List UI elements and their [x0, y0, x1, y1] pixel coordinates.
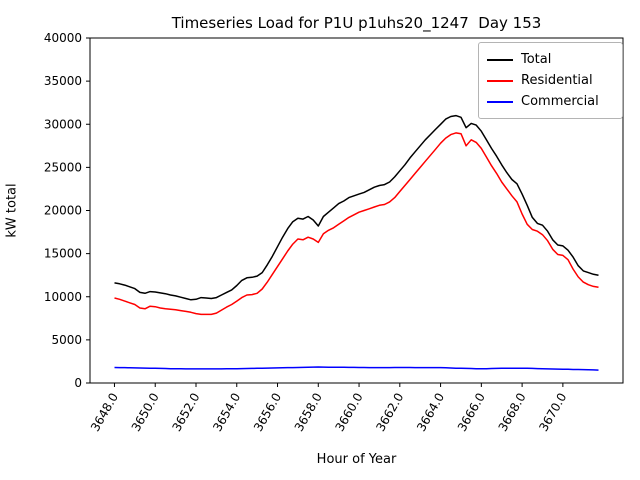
- x-tick-label: 3648.0: [88, 391, 121, 434]
- series-line-total: [114, 114, 599, 301]
- legend: Total Residential Commercial: [478, 42, 623, 119]
- x-tick-label: 3662.0: [373, 391, 406, 434]
- y-axis-label: kW total: [4, 183, 20, 238]
- x-tick-label: 3652.0: [169, 391, 202, 434]
- legend-label-residential: Residential: [521, 73, 593, 88]
- y-tick-label: 40000: [44, 31, 82, 45]
- y-tick-label: 15000: [44, 247, 82, 261]
- x-tick-label: 3670.0: [536, 391, 569, 434]
- x-tick-label: 3656.0: [251, 391, 284, 434]
- legend-item-total: Total: [487, 49, 614, 70]
- chart-title: Timeseries Load for P1U p1uhs20_1247 Day…: [171, 14, 542, 32]
- legend-label-total: Total: [521, 52, 552, 67]
- series-line-commercial: [114, 366, 599, 371]
- legend-item-residential: Residential: [487, 70, 614, 91]
- y-tick-label: 35000: [44, 74, 82, 88]
- y-tick-label: 30000: [44, 117, 82, 131]
- x-tick-label: 3654.0: [210, 391, 243, 434]
- legend-item-commercial: Commercial: [487, 91, 614, 112]
- residential-line-swatch: [487, 79, 513, 82]
- legend-label-commercial: Commercial: [521, 94, 599, 109]
- x-tick-label: 3660.0: [333, 391, 366, 434]
- y-tick-label: 0: [74, 376, 82, 390]
- x-tick-label: 3666.0: [455, 391, 488, 434]
- y-tick-label: 20000: [44, 204, 82, 218]
- total-line-swatch: [487, 58, 513, 61]
- y-tick-label: 10000: [44, 290, 82, 304]
- x-tick-label: 3668.0: [496, 391, 529, 434]
- x-tick-label: 3650.0: [129, 391, 162, 434]
- series-line-residential: [114, 132, 599, 316]
- x-axis-label: Hour of Year: [316, 452, 397, 467]
- x-tick-label: 3658.0: [292, 391, 325, 434]
- commercial-line-swatch: [487, 100, 513, 103]
- y-tick-label: 5000: [51, 333, 82, 347]
- y-tick-label: 25000: [44, 160, 82, 174]
- x-tick-label: 3664.0: [414, 391, 447, 434]
